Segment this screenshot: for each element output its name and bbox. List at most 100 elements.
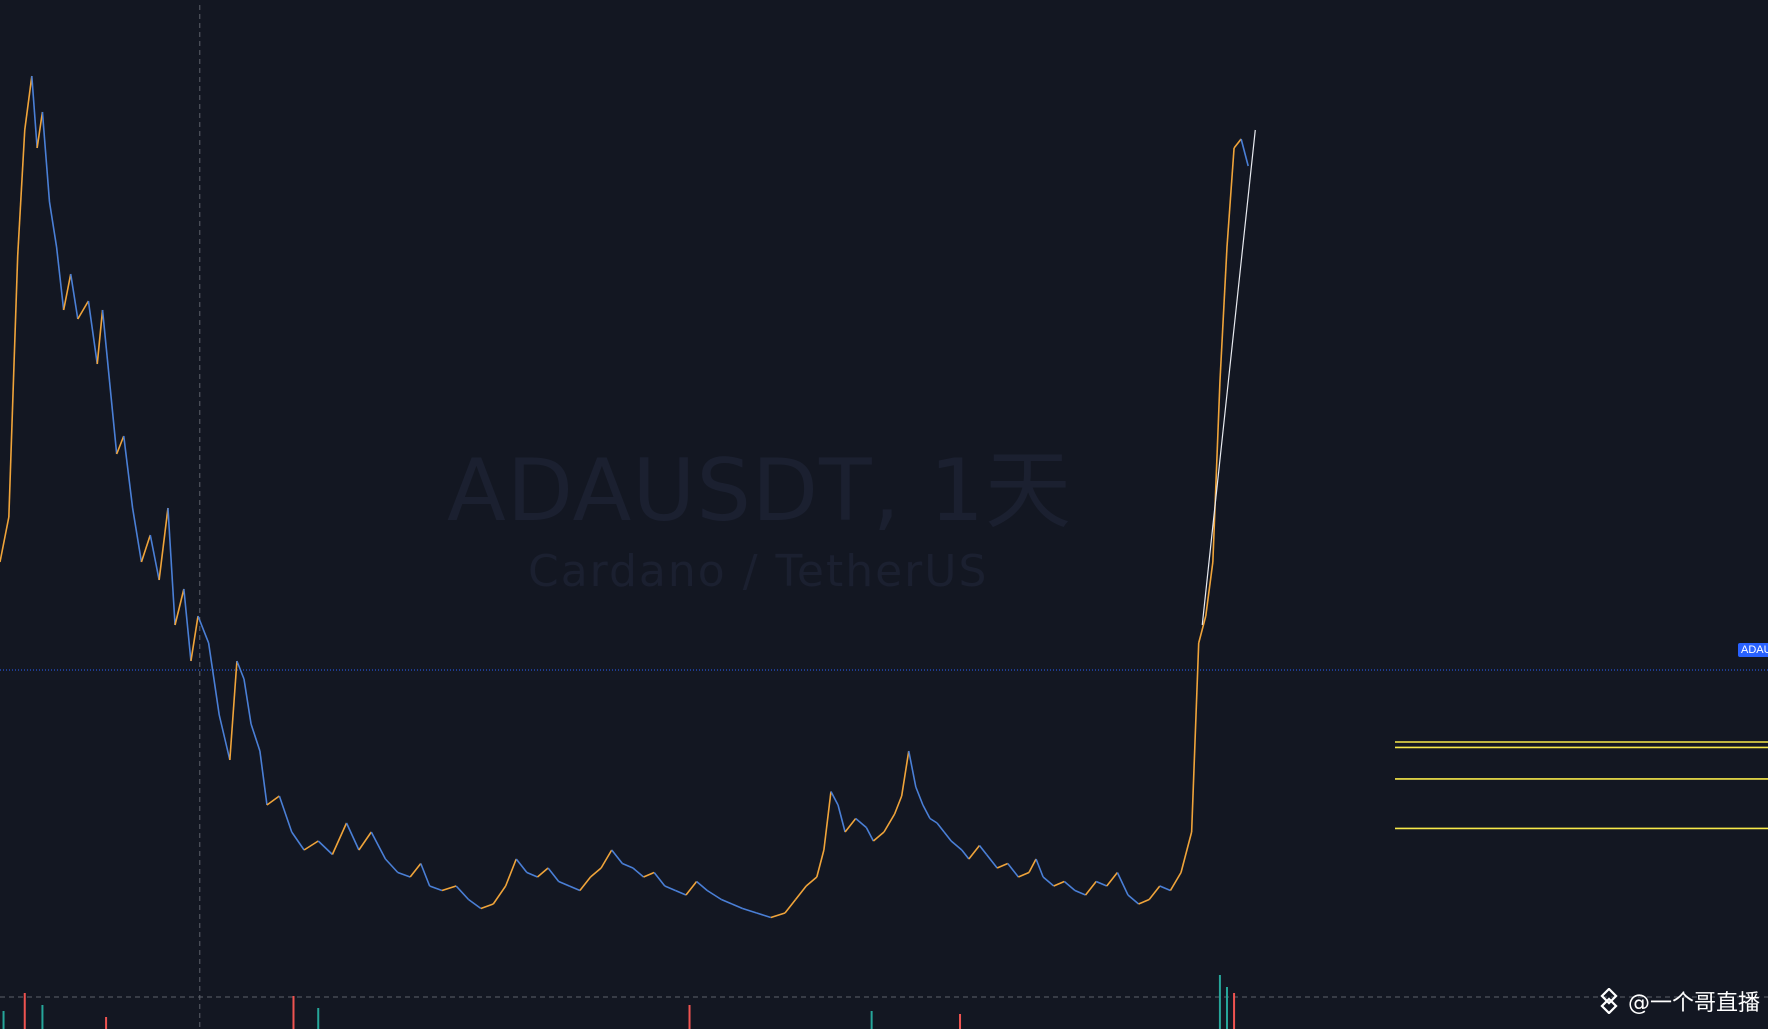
price-segment [174, 588, 185, 626]
price-segment [1095, 880, 1108, 887]
price-segment [1138, 898, 1150, 905]
price-segment [816, 849, 825, 878]
trend-line [1201, 129, 1256, 626]
price-segment [397, 871, 411, 878]
price-segment [929, 817, 938, 824]
price-segment [1159, 885, 1171, 892]
price-segment [370, 831, 387, 860]
price-segment [536, 867, 549, 878]
price-segment [0, 516, 10, 563]
price-segment [167, 507, 176, 626]
price-segment [922, 804, 931, 819]
volume-bar [870, 1011, 873, 1029]
price-segment [468, 898, 482, 910]
price-segment [48, 201, 58, 248]
price-segment [197, 615, 210, 644]
price-segment [968, 845, 981, 860]
price-segment [1035, 858, 1044, 878]
price-segment [1226, 147, 1235, 248]
price-segment [632, 867, 645, 878]
credit-handle: @一个哥直播 [1627, 991, 1760, 1016]
price-segment [317, 840, 333, 856]
price-segment [1028, 858, 1037, 873]
watermark-pair-subtitle: Cardano / TetherUS [528, 546, 989, 597]
price-segment [1106, 872, 1119, 887]
price-segment [250, 723, 261, 752]
price-segment [1197, 615, 1207, 644]
price-segment [8, 255, 19, 518]
price-segment [731, 903, 743, 910]
price-segment [643, 871, 655, 878]
price-segment [190, 615, 199, 662]
price-segment [830, 791, 839, 806]
price-segment [384, 858, 399, 874]
price-segment [936, 822, 945, 833]
volume-bar [1225, 987, 1228, 1029]
price-segment [907, 750, 917, 788]
price-segment [96, 309, 104, 365]
watermark-symbol-title: ADAUSDT, 1天 [447, 441, 1073, 541]
price-segment [526, 871, 538, 878]
price-segment [62, 273, 72, 311]
price-segment [855, 817, 867, 829]
price-segment [345, 822, 360, 851]
price-segment [794, 885, 807, 900]
price-segment [87, 300, 99, 365]
current-price-label: ADAUSDT [1738, 643, 1768, 657]
volume-bar [317, 1008, 320, 1029]
price-segment [742, 907, 757, 914]
price-segment [893, 795, 903, 815]
volume-bar [41, 1005, 44, 1029]
price-segment [266, 795, 280, 806]
price-segment [1169, 872, 1182, 891]
price-segment [149, 534, 160, 581]
binance-square-icon [1600, 988, 1618, 1014]
price-segment [1007, 863, 1019, 878]
price-segment [101, 309, 111, 383]
price-segment [1190, 642, 1200, 833]
price-segment [1204, 561, 1214, 617]
price-segment [1074, 889, 1086, 896]
price-segment [664, 885, 676, 892]
price-segment [883, 813, 896, 833]
volume-bar [2, 1011, 5, 1029]
price-segment [303, 840, 319, 851]
price-segment [504, 858, 518, 887]
price-segment [108, 381, 118, 455]
price-segment [568, 885, 581, 892]
volume-bar [959, 1014, 962, 1029]
price-segment [1212, 381, 1221, 563]
price-segment [996, 862, 1009, 869]
price-segment [1042, 876, 1055, 887]
price-segment [721, 898, 733, 905]
price-segment [579, 876, 592, 891]
price-segment [55, 246, 65, 311]
price-segment [480, 903, 494, 910]
volume-bar [105, 1017, 108, 1029]
price-segment [420, 863, 431, 887]
price-segment [455, 885, 470, 901]
price-segment [770, 912, 786, 919]
price-segment [784, 899, 797, 914]
price-segment [900, 750, 910, 797]
volume-bar [23, 993, 26, 1029]
credit-badge: @一个哥直播 [1596, 985, 1760, 1017]
price-segment [1219, 246, 1228, 383]
price-segment [600, 849, 613, 869]
price-segment [69, 273, 79, 320]
price-segment [441, 885, 457, 892]
price-segment [16, 129, 26, 257]
price-segment [844, 818, 857, 833]
price-segment [291, 831, 305, 851]
price-segment [140, 534, 152, 563]
price-segment [805, 876, 818, 887]
price-segment [218, 714, 231, 761]
price-segment [915, 786, 924, 806]
price-segment [696, 880, 708, 892]
price-segment [685, 881, 698, 896]
price-segment [236, 660, 245, 680]
price-segment [558, 880, 570, 887]
price-segment [1018, 871, 1030, 878]
